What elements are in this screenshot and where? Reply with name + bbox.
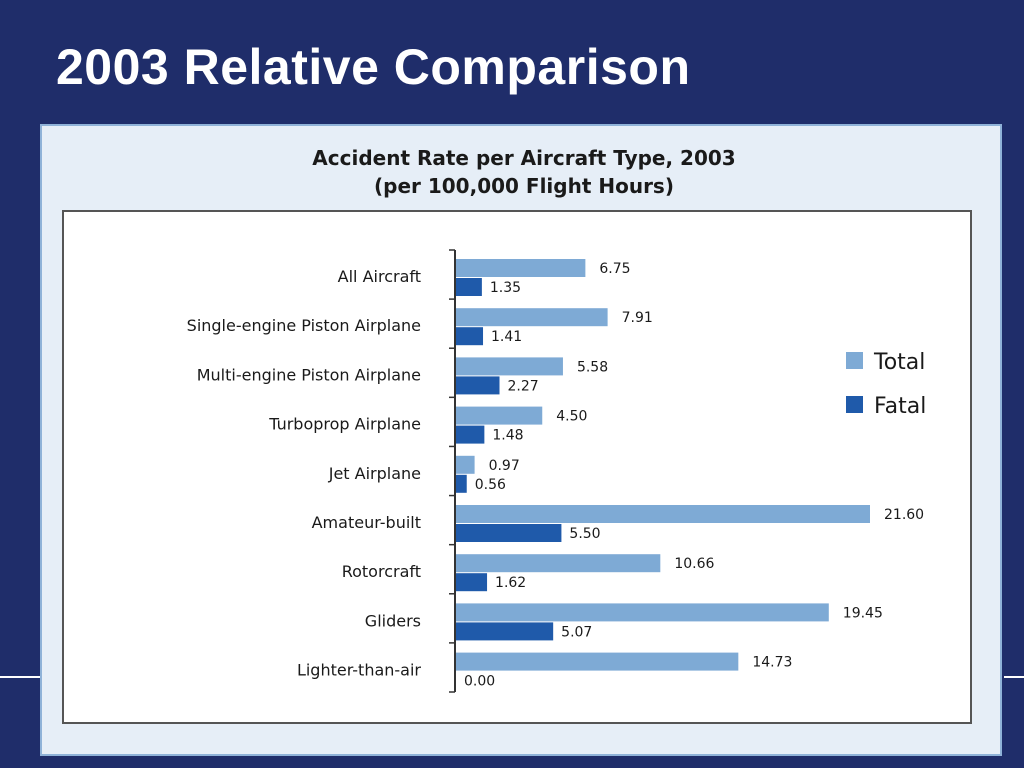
category-label: Turboprop Airplane: [268, 415, 421, 434]
slide-title: 2003 Relative Comparison: [56, 39, 691, 95]
chart-subtitle: (per 100,000 Flight Hours): [374, 174, 674, 198]
legend-swatch-total: [846, 352, 863, 369]
category-label: Lighter-than-air: [297, 661, 421, 680]
bar-fatal: [456, 573, 488, 592]
bar-fatal: [456, 327, 484, 346]
bar-total: [456, 259, 586, 277]
category-label: Multi-engine Piston Airplane: [197, 365, 421, 384]
data-label-total: 10.66: [674, 556, 714, 572]
chart-title: Accident Rate per Aircraft Type, 2003: [312, 146, 736, 170]
data-label-total: 0.97: [489, 458, 520, 474]
data-label-fatal: 0.56: [475, 477, 506, 493]
category-label: Amateur-built: [312, 513, 421, 532]
bar-total: [456, 455, 475, 474]
data-label-fatal: 1.48: [492, 428, 523, 444]
legend-label-total: Total: [873, 350, 925, 375]
data-label-total: 21.60: [884, 507, 924, 523]
data-label-total: 4.50: [556, 409, 587, 425]
footer-rule-right: [1004, 676, 1024, 678]
bar-fatal: [456, 622, 554, 641]
bar-total: [456, 357, 563, 376]
bar-total: [456, 406, 543, 425]
category-label: Single-engine Piston Airplane: [187, 316, 421, 335]
data-label-fatal: 1.41: [491, 329, 522, 345]
bar-total: [456, 505, 870, 523]
data-label-total: 19.45: [843, 605, 883, 621]
bar-total: [456, 308, 608, 327]
data-label-total: 5.58: [577, 359, 608, 375]
bar-fatal: [456, 425, 485, 444]
category-label: Jet Airplane: [328, 464, 421, 483]
data-label-fatal: 0.00: [464, 674, 495, 690]
footer-rule-left: [0, 676, 40, 678]
data-label-fatal: 2.27: [508, 378, 539, 394]
category-label: Gliders: [365, 611, 421, 630]
bar-fatal: [456, 278, 482, 296]
bar-total: [456, 652, 739, 671]
bar-total: [456, 554, 661, 573]
bar-total: [456, 603, 829, 622]
bar-fatal: [456, 376, 500, 395]
legend-label-fatal: Fatal: [874, 394, 926, 419]
data-label-fatal: 1.35: [490, 280, 521, 296]
data-label-fatal: 5.07: [561, 624, 592, 640]
data-label-total: 6.75: [599, 261, 630, 277]
category-label: Rotorcraft: [342, 562, 421, 581]
data-label-total: 14.73: [752, 655, 792, 671]
category-label: All Aircraft: [338, 267, 421, 286]
data-label-fatal: 1.62: [495, 575, 526, 591]
data-label-total: 7.91: [622, 310, 653, 326]
legend-swatch-fatal: [846, 396, 863, 413]
bar-fatal: [456, 474, 467, 493]
bar-fatal: [456, 524, 562, 542]
data-label-fatal: 5.50: [569, 526, 600, 542]
chart-title-block: Accident Rate per Aircraft Type, 2003 (p…: [42, 144, 1006, 200]
